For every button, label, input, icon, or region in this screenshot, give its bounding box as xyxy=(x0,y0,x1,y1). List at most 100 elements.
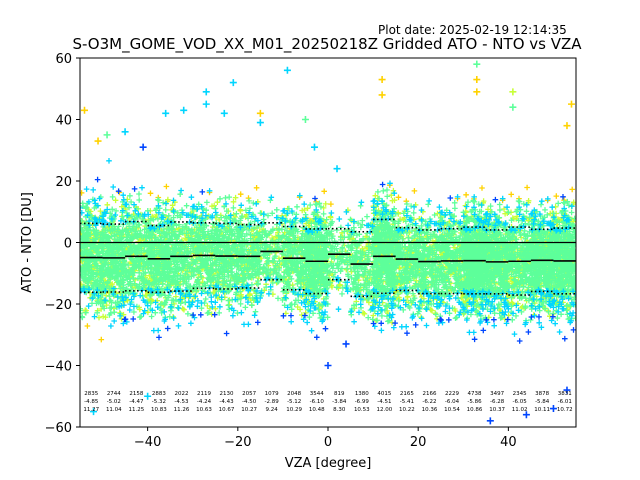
outlier-point xyxy=(144,392,152,400)
bin-annotation-text: -5.84 xyxy=(535,399,550,405)
scatter-series-5 xyxy=(94,176,576,344)
bin-annotation-text: -2.89 xyxy=(265,399,280,405)
outlier-point xyxy=(94,137,102,145)
bin-annotation-text: -3.84 xyxy=(332,399,347,405)
bin-annotation-text: 3544 xyxy=(310,391,324,397)
bin-annotation-text: 11.26 xyxy=(174,407,190,413)
bin-annotation-text: 2057 xyxy=(242,391,256,397)
outlier-point xyxy=(180,106,188,114)
bin-annotation-text: -4.51 xyxy=(377,399,391,405)
bin-annotation-text: 10.67 xyxy=(219,407,235,413)
bin-annotation-text: 8.30 xyxy=(333,407,346,413)
bin-annotation-text: -6.99 xyxy=(355,399,370,405)
bin-annotation-text: 10.37 xyxy=(489,407,505,413)
bin-annotation-text: -6.01 xyxy=(558,399,572,405)
bin-annotation-text: -6.05 xyxy=(513,399,528,405)
outlier-point xyxy=(333,165,341,173)
outlier-point xyxy=(509,88,517,96)
x-tick-label: 20 xyxy=(410,435,427,450)
bin-annotation-text: 2229 xyxy=(445,391,459,397)
bin-annotation-text: 10.29 xyxy=(286,407,302,413)
bin-annotation-text: 2022 xyxy=(174,391,188,397)
axis-ticks: −40 −20 0 20 40 −60 −40 −20 0 20 40 60 xyxy=(45,52,517,450)
scatter-points xyxy=(80,60,576,425)
outlier-point xyxy=(139,143,147,151)
outlier-point xyxy=(563,386,571,394)
bin-annotation-text: 1380 xyxy=(355,391,369,397)
bin-annotation-text: 3497 xyxy=(490,391,504,397)
outlier-point xyxy=(81,106,89,114)
y-tick-label: −20 xyxy=(45,298,72,313)
outlier-point xyxy=(324,362,332,369)
bin-annotation-text: 1079 xyxy=(265,391,279,397)
outlier-point xyxy=(121,128,129,136)
x-tick-label: 40 xyxy=(500,435,517,450)
bin-annotation-text: 2048 xyxy=(287,391,301,397)
bin-annotation-text: 11.02 xyxy=(512,407,528,413)
bin-annotation-text: 10.36 xyxy=(422,407,438,413)
y-tick-label: 40 xyxy=(55,114,72,129)
bin-annotation-text: 2345 xyxy=(513,391,527,397)
y-tick-label: −60 xyxy=(45,421,72,436)
outlier-point xyxy=(310,143,318,151)
outlier-point xyxy=(90,408,98,416)
bin-annotation-text: 9.24 xyxy=(266,407,279,413)
bin-annotation-text: 2130 xyxy=(220,391,234,397)
bin-statistics xyxy=(80,218,576,298)
outlier-point xyxy=(103,131,111,139)
bin-annotation-text: 2835 xyxy=(84,391,98,397)
bin-annotation-text: 10.63 xyxy=(196,407,212,413)
bin-annotation-text: -4.43 xyxy=(219,399,234,405)
outlier-point xyxy=(567,100,575,108)
bin-annotation-text: 11.25 xyxy=(128,407,144,413)
chart-title: S-O3M_GOME_VOD_XX_M01_20250218Z Gridded … xyxy=(72,35,582,53)
outlier-point xyxy=(378,76,386,84)
bin-annotation-text: -4.47 xyxy=(129,399,144,405)
outlier-point xyxy=(256,119,264,127)
bin-annotation-text: 10.11 xyxy=(534,407,550,413)
bin-annotation-text: -4.85 xyxy=(84,399,99,405)
y-tick-label: 0 xyxy=(64,237,72,252)
bin-annotation-text: 4015 xyxy=(377,391,391,397)
bin-annotation-text: 12.00 xyxy=(376,407,392,413)
bin-annotation-text: 4738 xyxy=(468,391,482,397)
bin-annotation-text: -6.04 xyxy=(445,399,460,405)
outlier-point xyxy=(162,109,170,117)
x-tick-label: −20 xyxy=(224,435,251,450)
outlier-point xyxy=(256,109,264,117)
bin-annotation-text: 10.54 xyxy=(444,407,460,413)
bin-annotation-text: 10.27 xyxy=(241,407,257,413)
bin-annotation-text: 3831 xyxy=(558,391,572,397)
outlier-point xyxy=(229,79,237,87)
outlier-point xyxy=(473,76,481,84)
bin-annotation-text: -4.53 xyxy=(174,399,189,405)
outlier-point xyxy=(202,88,210,96)
bin-annotation-text: -6.10 xyxy=(310,399,325,405)
bin-annotations: 2835 -4.85 11.27 2744 -5.02 11.04 2158 -4.47 11.… xyxy=(83,391,572,413)
bin-annotation-text: 819 xyxy=(334,391,345,397)
bin-annotation-text: 2158 xyxy=(129,391,143,397)
outlier-point xyxy=(522,411,530,419)
bin-annotation-text: -5.12 xyxy=(287,399,301,405)
bin-annotation-text: 10.22 xyxy=(399,407,415,413)
bin-annotation-text: 10.53 xyxy=(354,407,370,413)
x-axis-label: VZA [degree] xyxy=(285,456,372,471)
bin-annotation-text: 2883 xyxy=(152,391,166,397)
outlier-point xyxy=(563,122,571,130)
bin-annotation-text: 2166 xyxy=(422,391,436,397)
bin-annotation-text: -5.86 xyxy=(467,399,482,405)
outlier-point xyxy=(473,60,481,68)
plot-date: Plot date: 2025-02-19 12:14:35 xyxy=(378,23,567,37)
bin-annotation-text: 10.72 xyxy=(557,407,573,413)
outlier-point xyxy=(301,116,309,123)
bin-annotation-text: -4.24 xyxy=(197,399,212,405)
bin-annotation-text: 11.27 xyxy=(83,407,99,413)
bin-annotation-text: -4.50 xyxy=(242,399,257,405)
outlier-point xyxy=(486,417,494,425)
scatter-series-3 xyxy=(80,187,576,325)
outlier-point xyxy=(283,66,291,74)
bin-annotation-text: 10.83 xyxy=(151,407,167,413)
bin-annotation-text: 2165 xyxy=(400,391,414,397)
